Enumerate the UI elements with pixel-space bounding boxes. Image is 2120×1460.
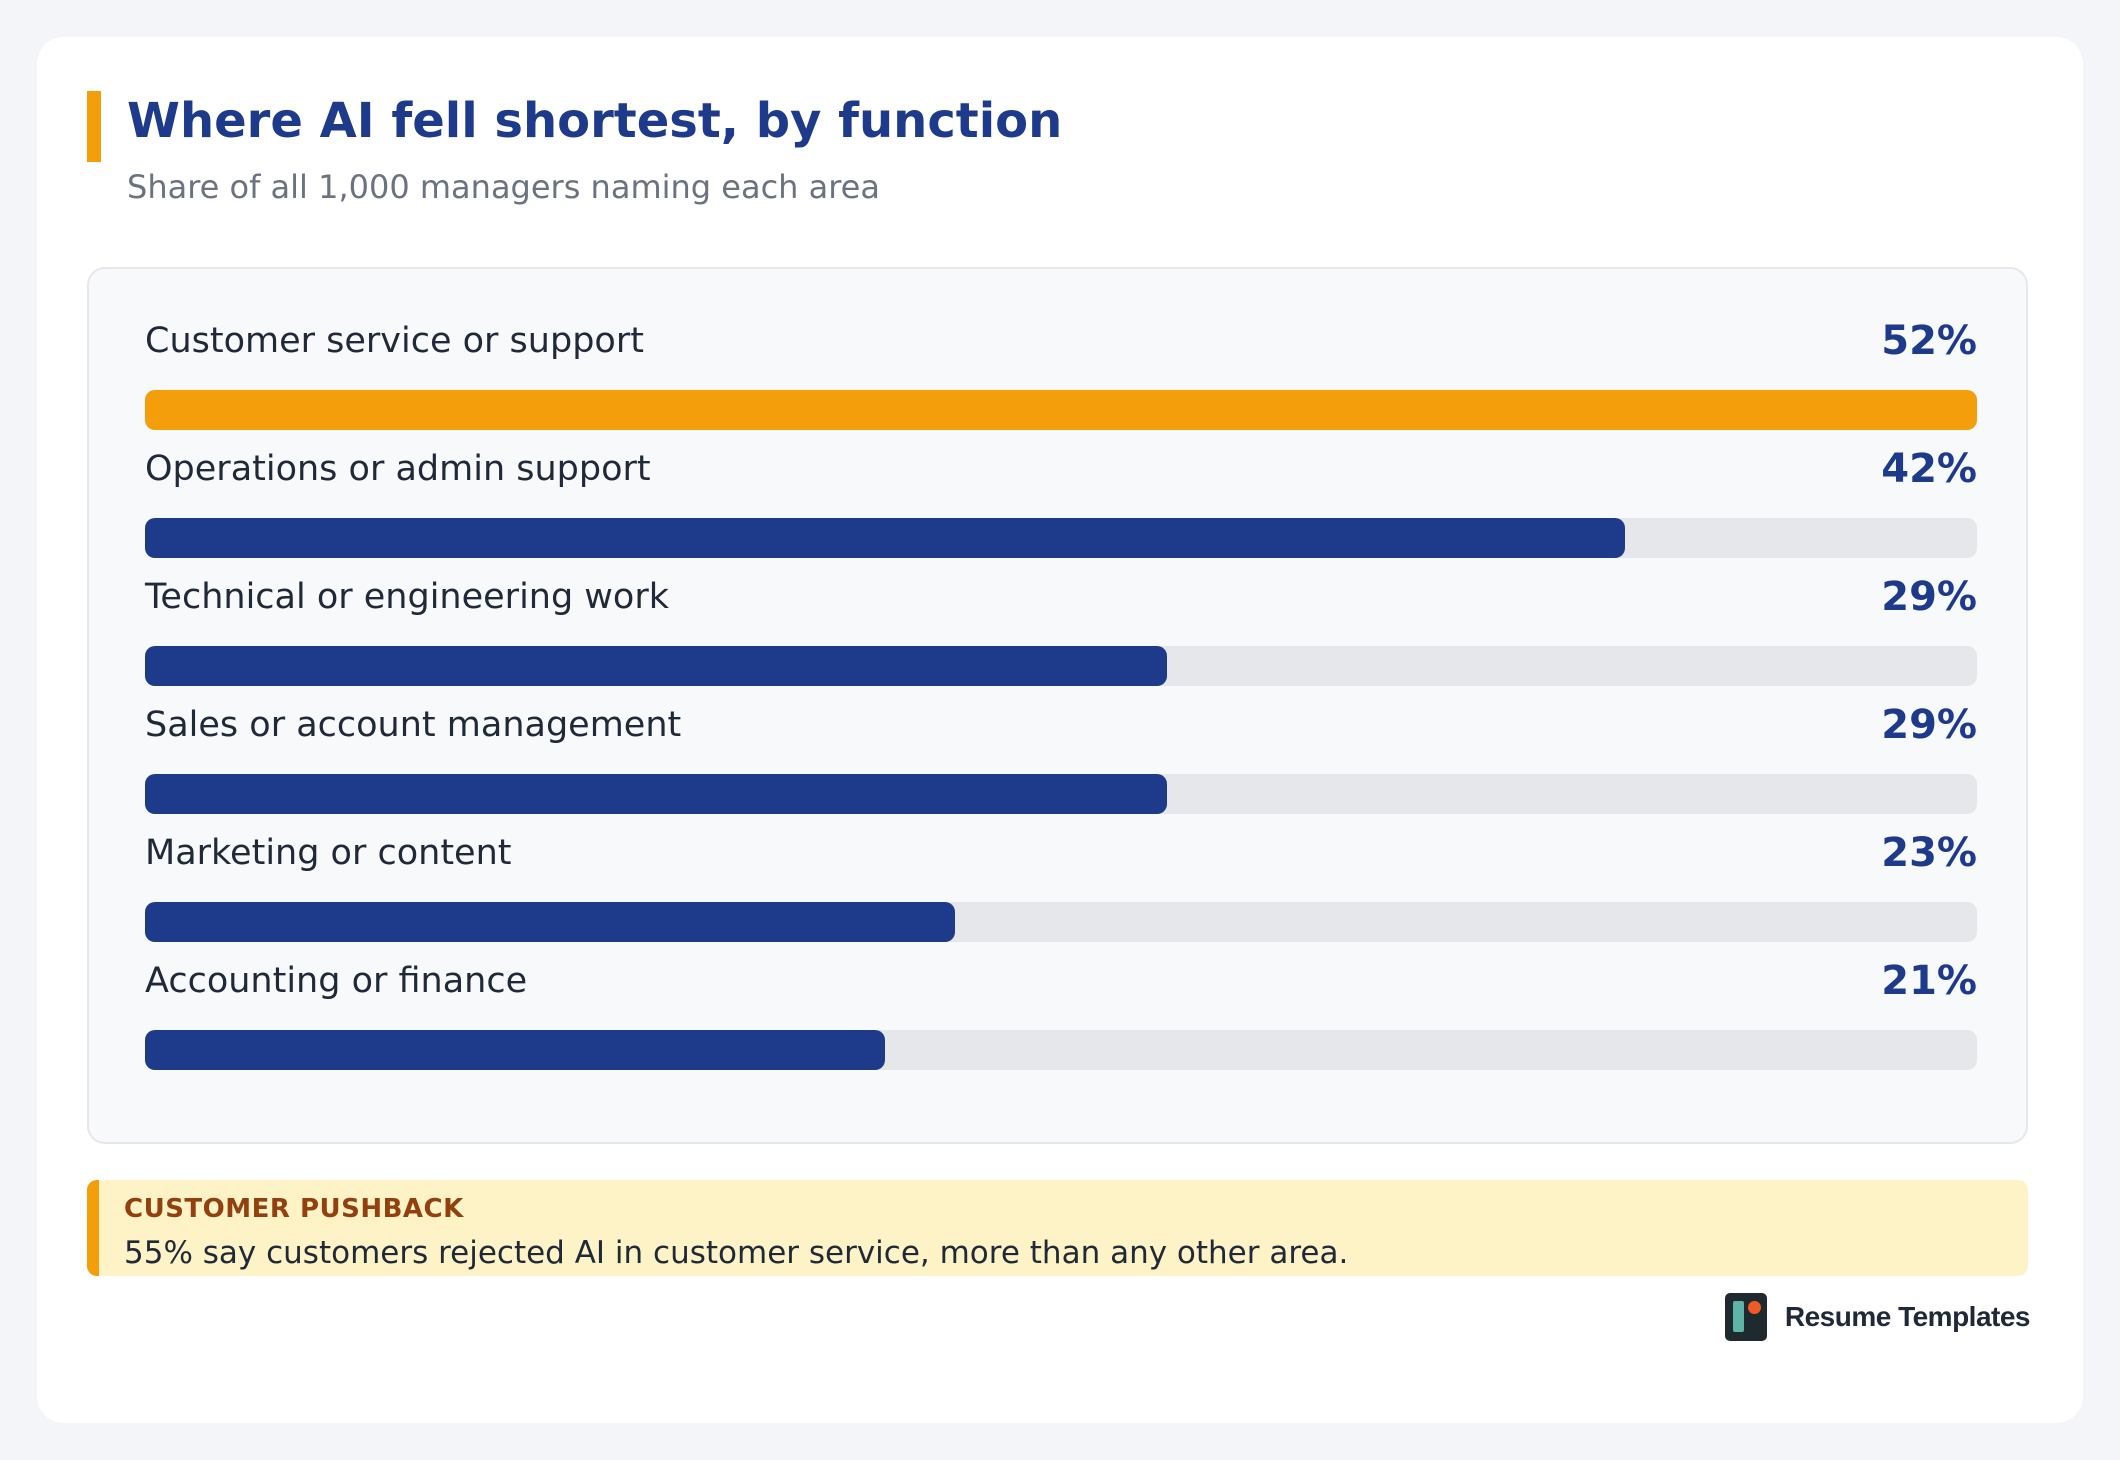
bar-label: Operations or admin support: [145, 449, 651, 489]
callout-kicker: CUSTOMER PUSHBACK: [124, 1194, 464, 1224]
bar-track: [145, 390, 1977, 430]
bar-chart-panel: Customer service or support 52% Operations…: [87, 267, 2028, 1144]
bar-label: Customer service or support: [145, 321, 644, 361]
callout-box: CUSTOMER PUSHBACK 55% say customers reje…: [87, 1180, 2028, 1276]
chart-card: Where AI fell shortest, by function Shar…: [37, 37, 2083, 1423]
bar-row: Marketing or content 23%: [145, 831, 1977, 949]
bar-row: Customer service or support 52%: [145, 319, 1977, 437]
bar-value-label: 23%: [1881, 830, 1977, 876]
bar-label: Marketing or content: [145, 833, 512, 873]
bar-track: [145, 774, 1977, 814]
bar-label: Accounting or finance: [145, 961, 528, 1001]
bar-track: [145, 1030, 1977, 1070]
bar-value-label: 42%: [1881, 446, 1977, 492]
bar-row: Sales or account management 29%: [145, 703, 1977, 821]
bar-label: Sales or account management: [145, 705, 682, 745]
bar-row: Accounting or finance 21%: [145, 959, 1977, 1077]
bar: [145, 774, 1167, 814]
title-accent-bar: [87, 91, 101, 162]
bar-value-label: 21%: [1881, 958, 1977, 1004]
bar-row: Technical or engineering work 29%: [145, 575, 1977, 693]
bar-value-label: 29%: [1881, 702, 1977, 748]
bar: [145, 1030, 885, 1070]
chart-title: Where AI fell shortest, by function: [127, 93, 1063, 149]
bar: [145, 646, 1167, 686]
bar-track: [145, 902, 1977, 942]
bar-value-label: 29%: [1881, 574, 1977, 620]
bar-track: [145, 518, 1977, 558]
bar: [145, 902, 955, 942]
callout-text: 55% say customers rejected AI in custome…: [124, 1235, 1349, 1271]
bar: [145, 390, 1977, 430]
bar-row: Operations or admin support 42%: [145, 447, 1977, 565]
resume-templates-logo-icon: [1724, 1293, 1767, 1341]
bar-track: [145, 646, 1977, 686]
callout-accent-bar: [87, 1180, 99, 1276]
bar-value-label: 52%: [1881, 318, 1977, 364]
bar: [145, 518, 1625, 558]
bar-label: Technical or engineering work: [145, 577, 670, 617]
brand: Resume Templates: [1724, 1293, 2031, 1341]
brand-name: Resume Templates: [1784, 1301, 2031, 1332]
chart-subtitle: Share of all 1,000 managers naming each …: [127, 168, 880, 206]
